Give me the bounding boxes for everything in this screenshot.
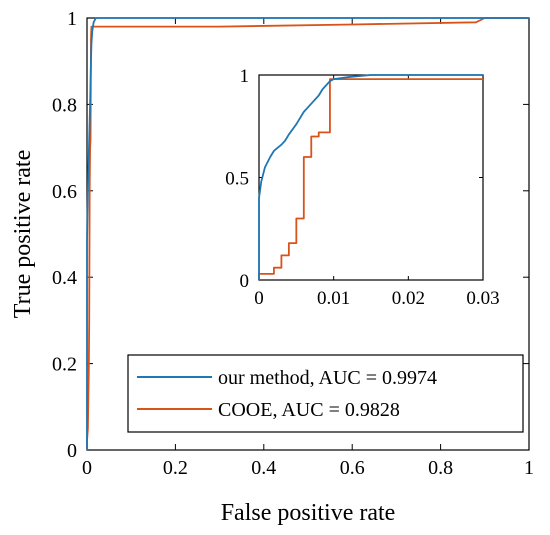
legend-label-cooe: COOE, AUC = 0.9828 [218,399,400,421]
y-axis-title: True positive rate [10,150,36,318]
main-y-tick-label: 0.4 [52,267,77,289]
main-x-tick-label: 0.2 [163,457,188,479]
main-axis-ticks: 0 0.2 0.4 0.6 0.8 1 0 0.2 0.4 0.6 0.8 1 [52,8,534,479]
main-y-tick-label: 0 [67,440,77,462]
inset-y-tick-label: 1 [240,66,250,87]
main-x-tick-label: 0.6 [340,457,365,479]
main-x-tick-label: 1 [524,457,534,479]
main-y-tick-label: 0.8 [52,94,77,116]
legend: our method, AUC = 0.9974 COOE, AUC = 0.9… [127,354,524,433]
legend-label-our-method: our method, AUC = 0.9974 [218,367,437,389]
inset-x-tick-label: 0.03 [466,288,499,309]
inset-x-tick-label: 0.02 [392,288,425,309]
inset-series-line-0 [258,74,483,280]
x-axis-title: False positive rate [221,500,396,526]
main-y-tick-label: 1 [67,8,77,30]
main-x-tick-label: 0 [82,457,92,479]
inset-plot-frame [258,74,484,281]
main-series-line-0 [86,17,529,450]
inset-series-line-1 [258,78,483,280]
inset-y-tick-label: 0 [240,271,250,292]
inset-x-tick-label: 0 [254,288,264,309]
legend-box [127,354,524,433]
main-x-tick-label: 0.4 [251,457,276,479]
inset-axis-ticks: 0 0.01 0.02 0.03 0 0.5 1 [225,66,499,309]
main-y-tick-label: 0.6 [52,181,77,203]
main-x-tick-label: 0.8 [428,457,453,479]
inset-y-tick-label: 0.5 [225,169,249,190]
inset-x-tick-label: 0.01 [317,288,350,309]
inset-series-lines [258,74,483,280]
main-y-tick-label: 0.2 [52,354,77,376]
main-series-lines [86,17,529,450]
